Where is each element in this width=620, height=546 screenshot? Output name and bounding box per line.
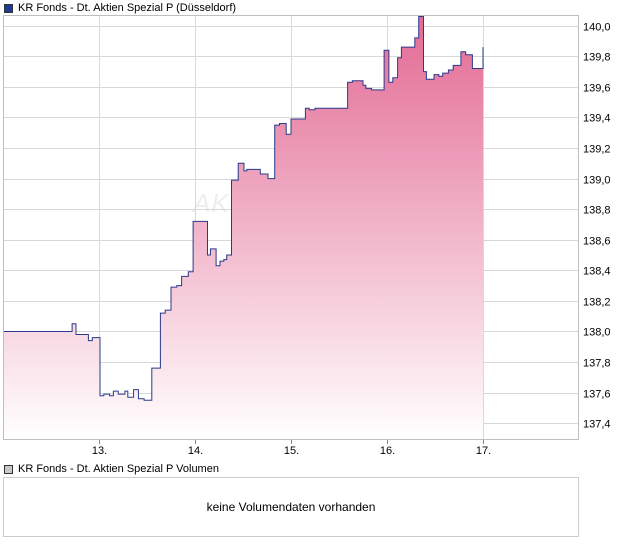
x-tick-label: 14. [188, 445, 203, 457]
y-tick-label: 138,8 [583, 205, 611, 217]
y-tick-label: 137,8 [583, 358, 611, 370]
volume-empty-message: keine Volumendaten vorhanden [206, 500, 376, 514]
y-tick-label: 138,4 [583, 266, 611, 278]
volume-legend-label: KR Fonds - Dt. Aktien Spezial P Volumen [18, 463, 219, 475]
y-tick-label: 137,4 [583, 419, 611, 431]
price-chart: 137,4 137,6 137,8 138,0 138,2 138,4 138,6 138,8… [3, 15, 611, 457]
y-tick-label: 138,2 [583, 297, 611, 309]
y-tick-label: 140,0 [583, 22, 611, 34]
y-tick-label: 139,6 [583, 83, 611, 95]
x-tick-label: 17. [476, 445, 491, 457]
y-tick-label: 138,6 [583, 236, 611, 248]
y-axis: 137,4 137,6 137,8 138,0 138,2 138,4 138,6 138,8… [583, 22, 611, 431]
price-legend-swatch [4, 3, 13, 13]
y-tick-label: 138,0 [583, 327, 611, 339]
volume-legend-swatch [4, 464, 13, 474]
price-line [3, 16, 484, 401]
x-tick-label: 16. [380, 445, 395, 457]
x-tick-label: 13. [92, 445, 107, 457]
plot-frame [3, 15, 579, 440]
price-area [3, 16, 483, 440]
y-tick-label: 139,8 [583, 52, 611, 64]
y-tick-label: 139,2 [583, 144, 611, 156]
volume-panel: keine Volumendaten vorhanden [3, 477, 579, 537]
y-tick-label: 139,0 [583, 175, 611, 187]
y-tick-label: 139,4 [583, 113, 611, 125]
volume-legend: KR Fonds - Dt. Aktien Spezial P Volumen [4, 462, 219, 476]
x-tick-label: 15. [284, 445, 299, 457]
y-tick-label: 137,6 [583, 389, 611, 401]
price-legend: KR Fonds - Dt. Aktien Spezial P (Düsseld… [4, 1, 236, 15]
price-legend-label: KR Fonds - Dt. Aktien Spezial P (Düsseld… [18, 2, 237, 14]
x-axis: 13. 14. 15. 16. 17. [92, 440, 491, 457]
